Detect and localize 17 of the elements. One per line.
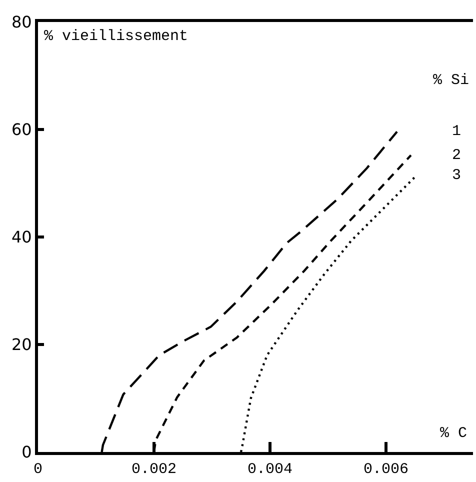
y-tick-label: 40 xyxy=(11,228,32,247)
text: 3 xyxy=(452,167,462,184)
x-tick-label: 0 xyxy=(33,461,43,478)
line-series xyxy=(240,174,418,452)
x-tick-label: 0.004 xyxy=(247,461,293,478)
x-axis-title: % C xyxy=(440,425,468,442)
legend-title: % Si xyxy=(433,72,470,89)
y-tick-label: 80 xyxy=(11,12,32,32)
y-tick-label: 60 xyxy=(11,120,32,140)
text: 2 xyxy=(452,147,462,164)
text: 1 xyxy=(452,123,462,140)
line-series xyxy=(100,130,398,452)
x-tick-label: 0.002 xyxy=(131,461,177,478)
y-tick-label: 0 xyxy=(22,442,32,462)
x-tick-label: 0.006 xyxy=(363,461,409,478)
y-axis-title: % vieillissement xyxy=(44,28,188,45)
y-tick-label: 20 xyxy=(11,335,32,354)
